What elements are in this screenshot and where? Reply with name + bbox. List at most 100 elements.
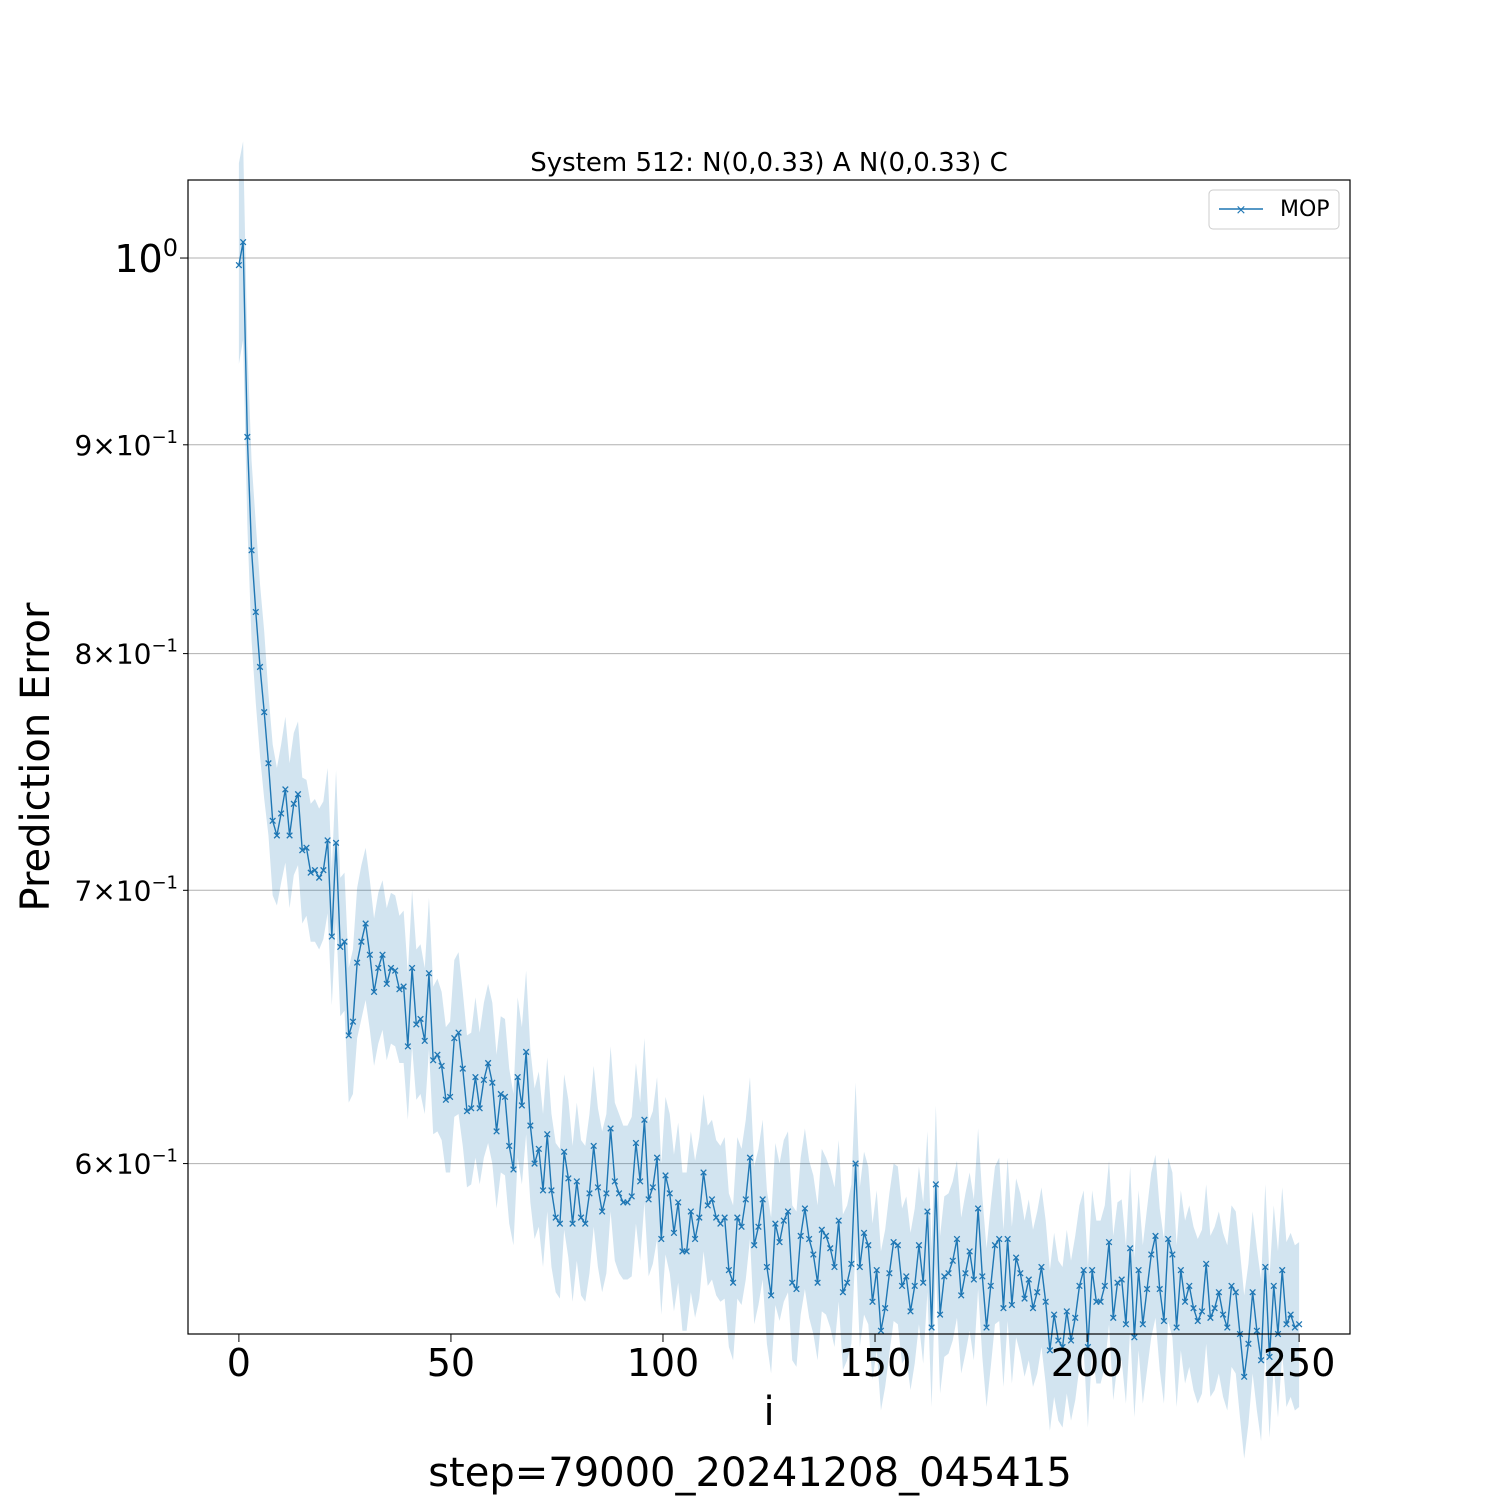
data-point: [1287, 1311, 1294, 1318]
data-point: [911, 1282, 918, 1290]
data-point: [1012, 1254, 1020, 1261]
series-error-band: [238, 141, 1300, 1459]
data-point: [438, 1062, 445, 1070]
data-point: [717, 1220, 724, 1227]
data-point: [776, 1238, 783, 1246]
data-point: [995, 1235, 1003, 1243]
y-axis-ticks: 100 9×10−1 8×10−1 7×10−1 6×10−1: [75, 234, 188, 1181]
data-point: [632, 1139, 640, 1147]
error-band-group: [238, 141, 1300, 1459]
data-point: [235, 261, 243, 269]
data-point: [286, 832, 293, 839]
data-point: [1131, 1334, 1138, 1341]
data-point: [924, 1208, 931, 1215]
data-point: [370, 988, 378, 996]
data-point: [269, 817, 276, 825]
data-point: [527, 1122, 534, 1129]
data-point: [514, 1073, 521, 1081]
data-point: [865, 1241, 872, 1249]
data-point: [822, 1232, 830, 1240]
data-point: [434, 1051, 441, 1058]
data-point: [1148, 1251, 1155, 1258]
data-point: [919, 1279, 927, 1286]
grid-lines: [188, 257, 1350, 1165]
data-point: [1055, 1337, 1062, 1344]
data-point: [265, 760, 272, 767]
data-point: [957, 1292, 965, 1299]
data-point: [484, 1059, 492, 1067]
data-point: [282, 786, 289, 793]
data-point: [480, 1076, 488, 1084]
data-point: [543, 1131, 551, 1138]
data-point: [734, 1214, 741, 1221]
data-point: [666, 1190, 673, 1197]
data-point: [784, 1208, 792, 1215]
data-point: [1215, 1288, 1223, 1296]
data-point: [974, 1205, 982, 1212]
y-tick-label: 100: [114, 234, 178, 281]
data-point: [1038, 1263, 1045, 1271]
data-point: [1228, 1282, 1235, 1290]
chart-title: System 512: N(0,0.33) A N(0,0.33) C: [530, 148, 1007, 178]
data-point: [1156, 1285, 1163, 1293]
data-point: [772, 1220, 779, 1227]
data-point: [742, 1196, 750, 1203]
data-point: [1219, 1311, 1227, 1318]
plot-frame: [187, 179, 1351, 1335]
data-point: [1190, 1304, 1197, 1312]
data-point: [987, 1282, 995, 1290]
data-point: [298, 846, 306, 854]
data-point: [759, 1196, 766, 1203]
data-point: [501, 1093, 509, 1101]
data-point: [1291, 1324, 1299, 1331]
data-point: [451, 1034, 458, 1042]
data-point: [244, 433, 251, 441]
data-point: [290, 800, 298, 808]
x-tick-label: 150: [839, 1341, 912, 1385]
data-point: [577, 1214, 585, 1221]
data-point: [1143, 1285, 1151, 1293]
data-point: [793, 1285, 800, 1293]
data-point: [607, 1125, 614, 1132]
data-point: [1114, 1279, 1121, 1286]
data-point: [662, 1172, 669, 1179]
data-point: [518, 1102, 526, 1109]
data-point: [273, 832, 281, 839]
data-point: [391, 967, 399, 974]
data-point: [429, 1057, 437, 1064]
data-point: [814, 1279, 821, 1286]
data-point: [636, 1178, 644, 1185]
data-point: [1266, 1353, 1273, 1361]
data-point: [510, 1166, 517, 1173]
data-point: [320, 866, 327, 874]
data-point: [459, 1065, 467, 1072]
data-point: [565, 1175, 572, 1182]
data-point: [463, 1107, 471, 1115]
data-point: [1173, 1324, 1180, 1331]
data-point: [1283, 1321, 1290, 1328]
data-point: [455, 1029, 462, 1036]
data-point: [1008, 1301, 1016, 1309]
data-point: [704, 1202, 712, 1209]
data-point: [531, 1160, 538, 1167]
data-point: [674, 1199, 682, 1206]
legend-marker-swatch: ×: [1236, 203, 1247, 218]
data-point: [539, 1187, 547, 1194]
y-tick-label: 6×10−1: [75, 1146, 178, 1181]
data-point: [1118, 1276, 1125, 1283]
data-point: [303, 844, 310, 852]
data-point: [898, 1282, 906, 1290]
data-point: [628, 1193, 635, 1200]
series-line-group: [238, 241, 1300, 1378]
data-point: [945, 1269, 952, 1277]
data-point: [746, 1154, 754, 1161]
data-point: [877, 1327, 885, 1335]
data-point: [1088, 1266, 1096, 1274]
data-point: [1278, 1266, 1286, 1274]
data-point: [1059, 1343, 1066, 1351]
data-point: [826, 1245, 834, 1252]
data-point: [366, 951, 374, 959]
y-axis-label: Prediction Error: [13, 602, 59, 911]
data-point: [1240, 1373, 1248, 1381]
data-point: [873, 1266, 880, 1274]
